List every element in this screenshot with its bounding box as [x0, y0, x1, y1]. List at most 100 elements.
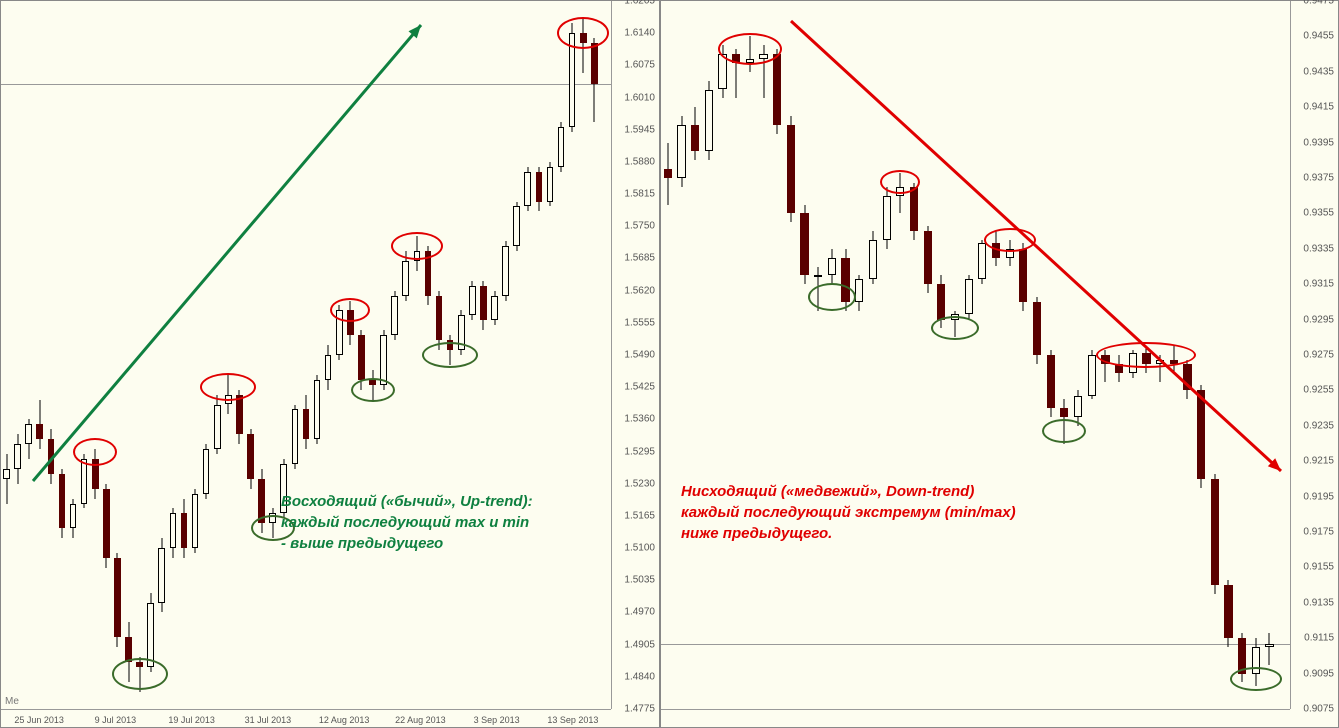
y-tick-label: 1.5425: [624, 382, 655, 393]
candlestick: [787, 1, 795, 709]
candlestick: [192, 1, 199, 709]
downtrend-y-axis: 0.90750.90950.91150.91350.91550.91750.91…: [1290, 1, 1338, 709]
annotation-ellipse: [557, 17, 609, 49]
y-tick-label: 1.5165: [624, 510, 655, 521]
candlestick: [746, 1, 754, 709]
candlestick: [869, 1, 877, 709]
candlestick: [59, 1, 66, 709]
candlestick: [103, 1, 110, 709]
annotation-ellipse: [808, 283, 856, 311]
current-price-line: [661, 644, 1290, 645]
y-tick-label: 1.5035: [624, 575, 655, 586]
candlestick: [225, 1, 232, 709]
y-tick-label: 0.9115: [1304, 633, 1334, 644]
candlestick: [691, 1, 699, 709]
candlestick: [1033, 1, 1041, 709]
y-tick-label: 0.9255: [1303, 385, 1334, 396]
y-tick-label: 0.9315: [1303, 279, 1334, 290]
candlestick: [1211, 1, 1219, 709]
y-tick-label: 1.4840: [624, 671, 655, 682]
candlestick: [325, 1, 332, 709]
uptrend-chart-panel: 1.6038Восходящий («бычий», Up-trend): ка…: [0, 0, 660, 728]
candlestick: [125, 1, 132, 709]
candlestick: [513, 1, 520, 709]
candlestick: [924, 1, 932, 709]
y-tick-label: 1.5750: [624, 221, 655, 232]
candlestick: [81, 1, 88, 709]
candlestick: [147, 1, 154, 709]
candlestick: [759, 1, 767, 709]
y-tick-label: 0.9475: [1303, 0, 1334, 7]
y-tick-label: 1.4970: [624, 607, 655, 618]
y-tick-label: 1.6075: [624, 60, 655, 71]
y-tick-label: 1.5815: [624, 189, 655, 200]
y-tick-label: 0.9455: [1303, 31, 1334, 42]
candlestick: [1047, 1, 1055, 709]
candlestick: [14, 1, 21, 709]
uptrend-x-axis: 25 Jun 20139 Jul 201319 Jul 201331 Jul 2…: [1, 709, 611, 727]
candlestick: [1265, 1, 1273, 709]
candlestick: [48, 1, 55, 709]
candlestick: [992, 1, 1000, 709]
candlestick: [1197, 1, 1205, 709]
annotation-ellipse: [391, 232, 443, 260]
y-tick-label: 0.9215: [1303, 456, 1334, 467]
candlestick: [591, 1, 598, 709]
y-tick-label: 0.9275: [1303, 350, 1334, 361]
candlestick: [677, 1, 685, 709]
annotation-ellipse: [880, 170, 920, 194]
x-tick-label: 3 Sep 2013: [474, 715, 520, 725]
candlestick: [1074, 1, 1082, 709]
candlestick: [883, 1, 891, 709]
y-tick-label: 0.9295: [1303, 314, 1334, 325]
candlestick: [502, 1, 509, 709]
candlestick: [978, 1, 986, 709]
candlestick: [214, 1, 221, 709]
y-tick-label: 0.9095: [1303, 668, 1334, 679]
candlestick: [1019, 1, 1027, 709]
downtrend-x-axis: [661, 709, 1290, 727]
candlestick: [158, 1, 165, 709]
candlestick: [136, 1, 143, 709]
uptrend-chart-area[interactable]: 1.6038Восходящий («бычий», Up-trend): ка…: [1, 1, 611, 709]
candlestick: [480, 1, 487, 709]
y-tick-label: 1.5945: [624, 124, 655, 135]
candlestick: [347, 1, 354, 709]
y-tick-label: 0.9135: [1303, 597, 1334, 608]
candlestick: [36, 1, 43, 709]
candlestick: [303, 1, 310, 709]
candlestick: [358, 1, 365, 709]
y-tick-label: 0.9155: [1303, 562, 1334, 573]
annotation-ellipse: [718, 33, 782, 65]
candlestick: [369, 1, 376, 709]
y-tick-label: 1.4905: [624, 639, 655, 650]
candlestick: [92, 1, 99, 709]
annotation-ellipse: [984, 228, 1036, 252]
candlestick: [705, 1, 713, 709]
candlestick: [336, 1, 343, 709]
y-tick-label: 0.9395: [1303, 137, 1334, 148]
annotation-ellipse: [112, 658, 168, 690]
x-tick-label: 31 Jul 2013: [245, 715, 292, 725]
y-tick-label: 0.9335: [1303, 243, 1334, 254]
y-tick-label: 0.9075: [1303, 704, 1334, 715]
x-tick-label: 19 Jul 2013: [168, 715, 215, 725]
y-tick-label: 1.5555: [624, 317, 655, 328]
x-tick-label: 12 Aug 2013: [319, 715, 370, 725]
candlestick: [547, 1, 554, 709]
candlestick: [491, 1, 498, 709]
trend-caption: Нисходящий («медвежий», Down-trend) кажд…: [681, 481, 1016, 544]
candlestick: [855, 1, 863, 709]
candlestick: [828, 1, 836, 709]
y-tick-label: 1.6140: [624, 28, 655, 39]
x-tick-label: 25 Jun 2013: [14, 715, 64, 725]
candlestick: [25, 1, 32, 709]
trend-caption: Восходящий («бычий», Up-trend): каждый п…: [281, 491, 533, 554]
candlestick: [314, 1, 321, 709]
candlestick: [569, 1, 576, 709]
candlestick: [732, 1, 740, 709]
y-tick-label: 1.5490: [624, 350, 655, 361]
downtrend-chart-area[interactable]: 0.9112Нисходящий («медвежий», Down-trend…: [661, 1, 1290, 709]
y-tick-label: 1.4775: [624, 704, 655, 715]
x-tick-label: 13 Sep 2013: [547, 715, 598, 725]
